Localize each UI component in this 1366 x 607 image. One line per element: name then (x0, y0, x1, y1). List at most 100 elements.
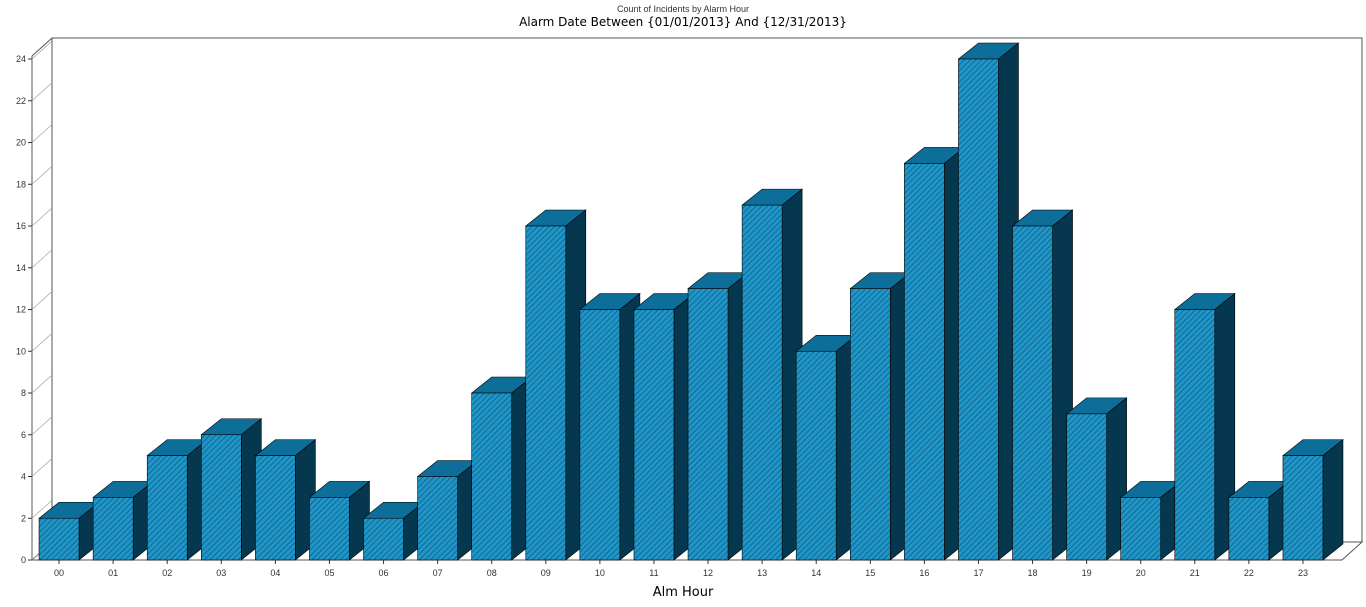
y-tick-depth (31, 333, 53, 352)
bar-front (1012, 225, 1053, 561)
x-tick-label: 00 (54, 568, 64, 578)
y-tick-label: 16 (16, 221, 26, 231)
x-tick-label: 10 (595, 568, 605, 578)
bar (524, 209, 587, 561)
bar-front (849, 288, 891, 561)
x-tick-label: 09 (541, 568, 551, 578)
y-tick-depth (31, 458, 53, 477)
bar-front (958, 58, 999, 561)
y-tick-label: 6 (21, 430, 26, 440)
x-tick-label: 05 (324, 568, 334, 578)
bar-front (1120, 497, 1162, 561)
x-tick-label: 11 (649, 568, 658, 578)
bar (741, 188, 803, 561)
bar (1282, 439, 1344, 561)
bar-front (309, 497, 350, 561)
bar (795, 334, 858, 561)
y-tick-label: 8 (21, 388, 26, 398)
bar (903, 146, 966, 561)
bar-front (741, 204, 783, 561)
bar (362, 501, 425, 561)
bar (146, 439, 209, 561)
bar (1228, 480, 1290, 561)
x-tick-label: 02 (162, 568, 172, 578)
left-wall-top-edge (31, 37, 53, 57)
bar-front (579, 309, 621, 561)
bar-front (525, 225, 567, 561)
bar-front (904, 163, 945, 561)
bar (254, 439, 317, 561)
bar (38, 501, 100, 561)
bar-front (1174, 309, 1216, 561)
x-tick-label: 18 (1028, 568, 1038, 578)
y-tick-label: 4 (21, 472, 26, 482)
chart-subtitle: Alarm Date Between {01/01/2013} And {12/… (519, 15, 847, 29)
x-tick-label: 13 (757, 568, 767, 578)
x-tick-label: 12 (703, 568, 713, 578)
y-tick-label: 20 (16, 138, 26, 148)
y-tick-label: 10 (16, 346, 26, 356)
bars (38, 42, 1344, 561)
bar (579, 292, 641, 561)
y-tick-label: 18 (16, 179, 26, 189)
x-tick-label: 04 (270, 568, 280, 578)
bar (1065, 397, 1128, 561)
y-tick-depth (31, 40, 53, 60)
y-tick-depth (31, 374, 53, 394)
bar-front (471, 392, 513, 561)
chart-title: Count of Incidents by Alarm Hour (616, 4, 750, 14)
bar-front (1066, 413, 1107, 561)
bar-front (1228, 497, 1270, 561)
bar-front (38, 517, 80, 561)
bar (957, 42, 1020, 561)
x-tick-label: 19 (1082, 568, 1092, 578)
x-tick-label: 08 (487, 568, 497, 578)
x-tick-label: 22 (1244, 568, 1254, 578)
bar-front (1282, 455, 1324, 561)
bar (200, 418, 263, 561)
y-tick-depth (31, 249, 53, 268)
y-tick-label: 24 (16, 54, 26, 64)
bar (687, 272, 749, 561)
bar-front (417, 476, 458, 561)
bar-front (363, 517, 404, 561)
x-tick-label: 03 (216, 568, 226, 578)
bar (633, 292, 695, 561)
x-tick-label: 20 (1136, 568, 1146, 578)
bar-front (687, 288, 729, 561)
y-tick-depth (31, 166, 53, 185)
x-tick-label: 23 (1298, 568, 1308, 578)
back-wall (51, 37, 1363, 543)
y-tick-label: 14 (16, 263, 26, 273)
x-tick-label: 21 (1190, 568, 1200, 578)
bar (470, 376, 533, 561)
bar-front (200, 434, 242, 561)
y-tick-label: 12 (16, 305, 26, 315)
x-tick-label: 14 (811, 568, 821, 578)
y-tick-depth (31, 416, 53, 435)
bar (1173, 292, 1236, 561)
x-tick-label: 17 (973, 568, 983, 578)
bar-front (795, 350, 837, 561)
y-tick-depth (31, 500, 53, 519)
bar (92, 480, 154, 561)
x-tick-label: 07 (433, 568, 443, 578)
y-tick-depth (31, 82, 53, 101)
y-tick-depth (31, 291, 53, 310)
y-tick-depth (31, 207, 53, 227)
bar (416, 459, 479, 561)
y-tick-depth (31, 124, 53, 143)
x-tick-label: 15 (865, 568, 875, 578)
x-tick-label: 06 (379, 568, 389, 578)
bar (849, 272, 912, 561)
bar-front (92, 497, 134, 561)
bar (308, 480, 371, 561)
y-tick-label: 2 (21, 513, 26, 523)
bar-front (255, 455, 296, 561)
bar-side (1322, 439, 1344, 561)
bar (1011, 209, 1074, 561)
y-tick-label: 0 (21, 555, 26, 565)
y-tick-label: 22 (16, 96, 26, 106)
